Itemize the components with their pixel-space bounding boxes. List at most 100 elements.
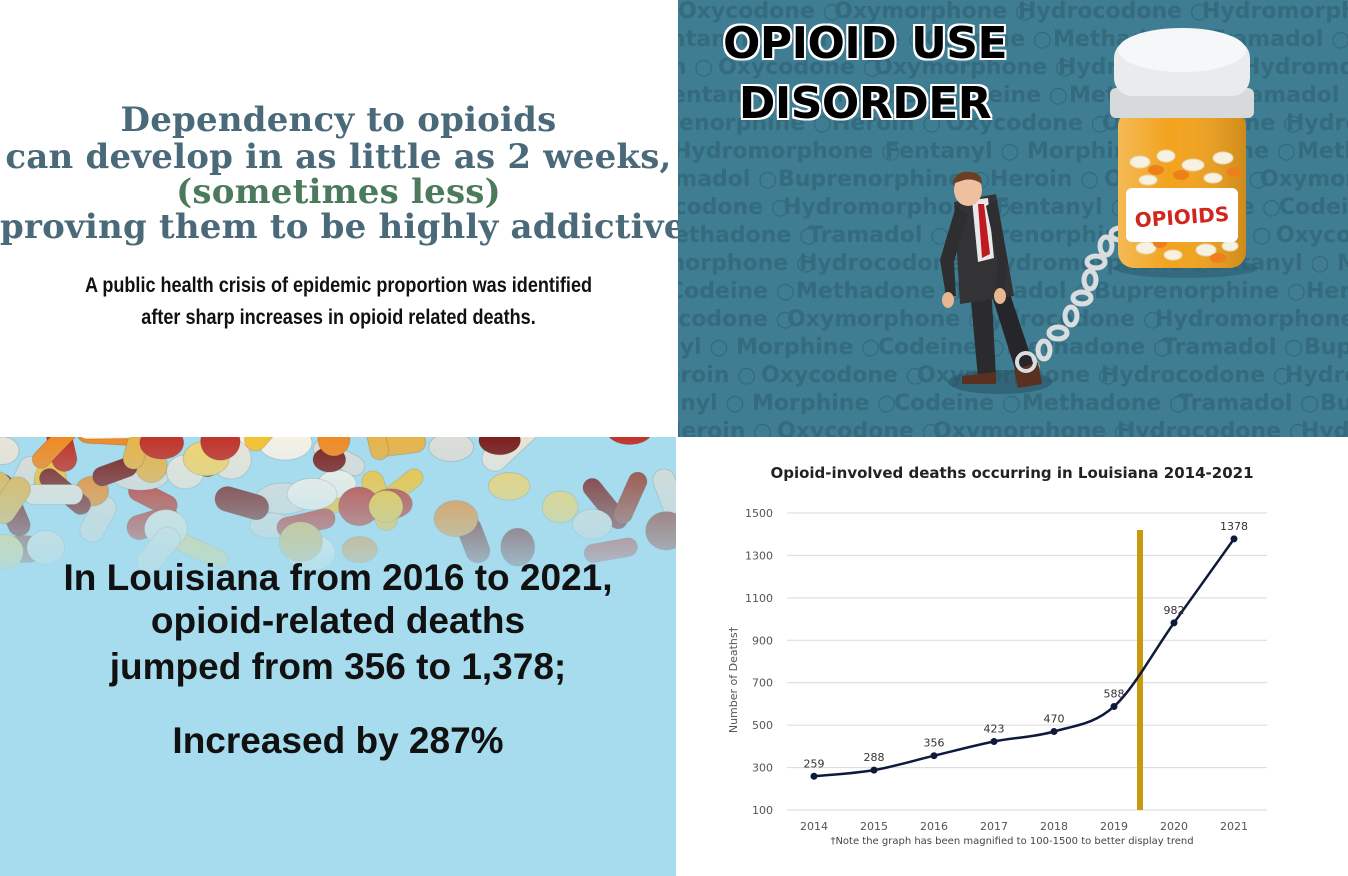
background-drug-word: Fentanyl ○ xyxy=(678,83,791,108)
chart-series: 259 288 356 423 470 588 982 1378 xyxy=(804,520,1248,780)
background-drug-word: Fentanyl ○ xyxy=(678,335,728,360)
stats-line-2: opioid-related deaths xyxy=(150,600,526,641)
illustration-title-line-2: DISORDER xyxy=(738,78,992,129)
background-drug-word: Oxycodone ○ xyxy=(718,55,882,80)
data-point xyxy=(810,772,818,780)
intro-headline-line-3: (sometimes less) xyxy=(176,172,501,212)
background-drug-word: Tramadol ○ xyxy=(678,167,777,192)
background-drug-word: Heroin ○ xyxy=(678,363,756,388)
y-tick-label: 700 xyxy=(752,677,773,690)
x-tick-label: 2018 xyxy=(1040,820,1068,833)
background-drug-word: Heroin ○ xyxy=(990,167,1099,192)
stats-line-1: In Louisiana from 2016 to 2021, xyxy=(63,557,613,598)
background-drug-word: Heroin ○ xyxy=(1306,279,1348,304)
background-drug-word: Oxycodone ○ xyxy=(678,0,842,24)
background-drug-word: Heroin ○ xyxy=(832,111,941,136)
background-drug-word: Tramadol ○ xyxy=(1162,335,1303,360)
background-drug-word: Hydromorphone ○ xyxy=(1202,0,1348,24)
data-label: 259 xyxy=(804,757,825,770)
background-drug-word: Oxycodone ○ xyxy=(777,419,941,437)
background-drug-word: Oxymorphone ○ xyxy=(678,251,815,276)
background-drug-word: Oxymorphone ○ xyxy=(933,419,1133,437)
background-drug-word: Oxymorphone ○ xyxy=(787,307,987,332)
x-tick-label: 2014 xyxy=(800,820,828,833)
x-tick-label: 2017 xyxy=(980,820,1008,833)
background-drug-word: Hydrocodone ○ xyxy=(1286,111,1348,136)
x-tick-label: 2016 xyxy=(920,820,948,833)
data-point xyxy=(870,766,878,774)
background-drug-word: Methadone ○ xyxy=(1022,391,1188,416)
background-drug-word: Buprenorphine ○ xyxy=(678,111,832,136)
background-drug-word: Methadone ○ xyxy=(678,223,818,248)
x-tick-label: 2019 xyxy=(1100,820,1128,833)
background-drug-word: Fentanyl ○ xyxy=(678,27,775,52)
chart-gridlines xyxy=(787,512,1267,811)
data-label: 423 xyxy=(984,722,1005,735)
data-point xyxy=(930,752,938,760)
background-drug-word: Buprenorphine ○ xyxy=(1304,335,1348,360)
data-label: 470 xyxy=(1044,713,1065,726)
data-point xyxy=(1230,535,1238,543)
background-drug-word: Fentanyl ○ xyxy=(678,391,744,416)
pills-banner-image xyxy=(0,437,676,597)
chart-title: Opioid-involved deaths occurring in Loui… xyxy=(770,464,1253,482)
y-tick-label: 300 xyxy=(752,762,773,775)
y-tick-label: 1500 xyxy=(745,507,773,520)
background-drug-word: Hydrocodone ○ xyxy=(1018,0,1209,24)
x-tick-label: 2015 xyxy=(860,820,888,833)
background-drug-word: Hydromorphone ○ xyxy=(1242,55,1348,80)
pill-bottle-icon: OPIOIDS xyxy=(1110,28,1258,278)
background-drug-word: Morphine ○ xyxy=(783,27,927,52)
background-drug-word: Hydrocodone ○ xyxy=(678,195,790,220)
background-drug-word: Morphine ○ xyxy=(752,391,896,416)
x-tick-label: 2021 xyxy=(1220,820,1248,833)
illustration-canvas: Oxycodone ○Oxymorphone ○Hydrocodone ○Hyd… xyxy=(678,0,1348,437)
background-drug-word: Fentanyl ○ xyxy=(885,139,1019,164)
background-drug-word: Codeine ○ xyxy=(678,279,795,304)
chart-footnote: †Note the graph has been magnified to 10… xyxy=(830,836,1193,847)
background-drug-word: Heroin ○ xyxy=(678,419,772,437)
intro-headline-line-2: can develop in as little as 2 weeks, xyxy=(5,137,672,177)
background-drug-word: Codeine ○ xyxy=(941,83,1068,108)
background-drug-word: Oxycodone ○ xyxy=(678,307,795,332)
background-drug-word: Oxycodone ○ xyxy=(946,111,1110,136)
louisiana-stats-panel: In Louisiana from 2016 to 2021, opioid-r… xyxy=(0,437,676,876)
chart-x-axis: 2014 2015 2016 2017 2018 2019 2020 2021 xyxy=(800,820,1248,833)
illustration-title-line-1: OPIOID USE xyxy=(722,18,1008,69)
background-drug-word: Hydromorphone ○ xyxy=(1285,363,1348,388)
intro-headline-line-4: proving them to be highly addictive. xyxy=(0,207,698,247)
y-tick-label: 500 xyxy=(752,719,773,732)
background-drug-word: Oxymorphone ○ xyxy=(834,0,1034,24)
background-drug-word: Methadone ○ xyxy=(796,279,962,304)
intro-subtext-line-2: after sharp increases in opioid related … xyxy=(141,306,536,329)
data-label: 982 xyxy=(1164,604,1185,617)
background-drug-word: Morphine ○ xyxy=(799,83,943,108)
intro-panel: Dependency to opioids can develop in as … xyxy=(0,0,698,437)
y-tick-label: 1100 xyxy=(745,592,773,605)
background-drug-word: Buprenorphine ○ xyxy=(1320,391,1348,416)
background-drug-word: Hydrocodone ○ xyxy=(1101,363,1292,388)
deaths-line-chart: Opioid-involved deaths occurring in Loui… xyxy=(727,464,1267,847)
stats-increase: Increased by 287% xyxy=(172,720,504,761)
data-point xyxy=(1050,728,1058,736)
background-drug-word: Morphine ○ xyxy=(1337,251,1348,276)
background-drug-word: Hydromorphone ○ xyxy=(678,139,900,164)
intro-headline-line-1: Dependency to opioids xyxy=(120,100,557,140)
opioid-use-disorder-illustration: Oxycodone ○ Oxymorphone ○ Hydrocodone ○ Hyd… xyxy=(678,0,1348,437)
background-drug-word: Oxycodone ○ xyxy=(1276,223,1348,248)
background-drug-word: Hydromorphone ○ xyxy=(1301,419,1348,437)
data-label: 588 xyxy=(1104,687,1125,700)
intro-subtext-line-1: A public health crisis of epidemic propo… xyxy=(84,274,593,297)
data-label: 288 xyxy=(864,751,885,764)
chart-y-axis: 100 300 500 700 900 1100 1300 1500 xyxy=(745,507,773,817)
background-drug-word: Codeine ○ xyxy=(894,391,1021,416)
background-drug-word: Oxymorphone ○ xyxy=(1260,167,1348,192)
background-drug-word: Fentanyl ○ xyxy=(995,195,1129,220)
stats-line-3: jumped from 356 to 1,378; xyxy=(109,646,567,687)
background-drug-word: Oxycodone ○ xyxy=(761,363,925,388)
deaths-chart-panel: Opioid-involved deaths occurring in Loui… xyxy=(677,437,1348,876)
data-label: 356 xyxy=(924,737,945,750)
data-label: 1378 xyxy=(1220,520,1248,533)
series-line xyxy=(813,538,1236,778)
background-drug-word: Heroin ○ xyxy=(678,55,713,80)
